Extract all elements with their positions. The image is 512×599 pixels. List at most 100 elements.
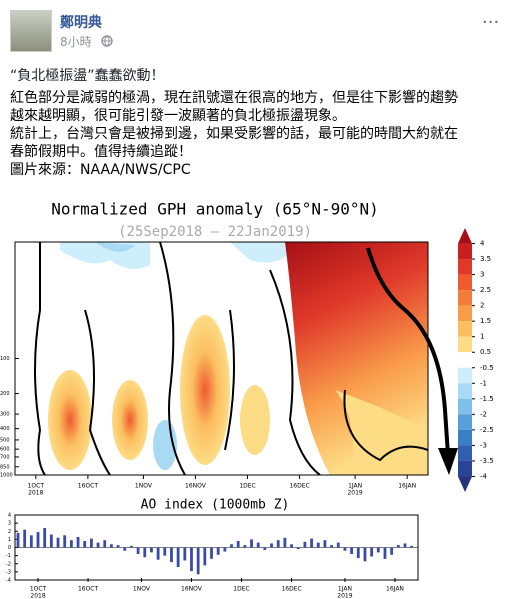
colorbar-band [458, 429, 472, 446]
y-tick-label: 600 [0, 447, 10, 453]
bar [363, 547, 367, 562]
bar [296, 547, 300, 550]
y-tick-label: 500 [0, 437, 10, 443]
bar [263, 547, 267, 550]
bar [283, 537, 287, 548]
bar [156, 547, 160, 560]
post-body: 紅色部分是減弱的極渦，現在訊號還在很高的地方，但是往下影響的趨勢 越來越明顯，很可… [10, 89, 458, 179]
y-tick-label: 1 [8, 537, 11, 543]
colorbar-band [458, 414, 472, 430]
y-tick-label: 850 [0, 464, 10, 470]
bar [196, 547, 200, 575]
colorbar-band [458, 321, 472, 337]
bar [103, 540, 107, 548]
y-tick-label: 3 [8, 521, 11, 527]
bar [116, 545, 120, 548]
bar [403, 543, 407, 548]
y-tick-label: 0 [8, 545, 11, 551]
chart-subtitle: (25Sep2018 – 22Jan2019) [118, 224, 312, 240]
bar [243, 545, 247, 548]
bar [390, 547, 394, 555]
x-tick-label: 16NOV [181, 586, 203, 593]
x-tick-label: 1NOV [133, 586, 151, 593]
bar [323, 540, 327, 548]
colorbar-label: 3.5 [480, 255, 491, 263]
y-tick-label: 200 [0, 391, 10, 397]
colorbar-band [458, 274, 472, 291]
bar [49, 534, 53, 548]
bar [143, 547, 147, 558]
bar [230, 544, 233, 548]
x-tick-label: 16JAN [398, 483, 416, 490]
bar [336, 542, 340, 548]
x-tick-year: 2019 [347, 490, 362, 497]
post-line: 圖片來源：NAAA/NWS/CPC [10, 162, 191, 178]
colorbar-label: 1 [480, 333, 484, 341]
colorbar-band [458, 383, 472, 399]
bar [343, 547, 347, 551]
contour-field [15, 242, 428, 475]
avatar[interactable] [10, 10, 52, 52]
bar [203, 547, 207, 566]
x-tick-label: 16OCT [78, 483, 99, 490]
bar [223, 547, 227, 552]
x-tick-label: 1DEC [239, 483, 255, 490]
post-time[interactable]: 8小時 [60, 35, 92, 49]
colorbar-label: -1 [480, 379, 487, 387]
bar [110, 544, 113, 548]
figure: Normalized GPH anomaly (65°N-90°N) (25Sep… [0, 200, 494, 599]
bar [290, 544, 293, 548]
bar [150, 547, 153, 553]
colorbar-label: 3 [480, 271, 484, 279]
colorbar-label: -4 [480, 472, 488, 480]
colorbar-label: -3.5 [480, 457, 494, 465]
bar [123, 547, 127, 551]
annotation-arrowhead [438, 448, 458, 475]
bar [96, 542, 100, 548]
bar [410, 545, 414, 548]
colorbar-label: 2 [480, 302, 484, 310]
bar [163, 547, 167, 556]
colorbar-label: -2.5 [480, 426, 494, 434]
bar [29, 535, 33, 548]
colorbar-label: -3 [480, 441, 487, 449]
y-tick-label: 1000 [0, 473, 13, 479]
x-tick-label: 16NOV [185, 483, 207, 490]
bar [130, 545, 133, 548]
x-tick-year: 2018 [28, 490, 43, 497]
more-menu[interactable]: ··· [482, 12, 500, 33]
bar [136, 547, 140, 554]
x-tick-year: 2019 [337, 593, 352, 599]
post-line: 紅色部分是減弱的極渦，現在訊號還在很高的地方，但是往下影響的趨勢 [10, 90, 458, 106]
y-tick-label: 4 [8, 513, 11, 519]
y-tick-label: 100 [0, 356, 10, 362]
bar [36, 532, 40, 548]
bar [56, 537, 60, 548]
bar [43, 528, 47, 548]
colorbar-label: -1.5 [480, 395, 494, 403]
y-tick-label: 300 [0, 412, 10, 418]
post-line: 越來越明顯，很可能引發一波顯著的負北極振盪現象。 [10, 108, 346, 124]
colorbar-band [458, 445, 472, 461]
post-headline: “負北極振盪”蠢蠢欲動！ [10, 68, 165, 84]
colorbar-band [458, 243, 472, 260]
bar [176, 547, 180, 567]
colorbar-band [458, 290, 472, 306]
bar [83, 541, 87, 548]
author-name[interactable]: 鄭明典 [60, 15, 102, 31]
bar [303, 541, 307, 548]
bar [190, 547, 193, 572]
bar [383, 547, 387, 559]
privacy-icon [101, 35, 113, 47]
bar [89, 538, 93, 548]
bar [256, 542, 260, 548]
bar [216, 547, 220, 555]
x-tick-label: 16JAN [386, 586, 404, 593]
post-line: 統計上，台灣只會是被掃到邊，如果受影響的話，最可能的時間大約就在 [10, 126, 458, 142]
bar [276, 540, 280, 548]
y-tick-label: -3 [6, 569, 11, 575]
x-tick-label: 16DEC [281, 586, 301, 593]
x-tick-year: 2018 [30, 593, 45, 599]
x-tick-label: 1JAN [338, 586, 352, 593]
